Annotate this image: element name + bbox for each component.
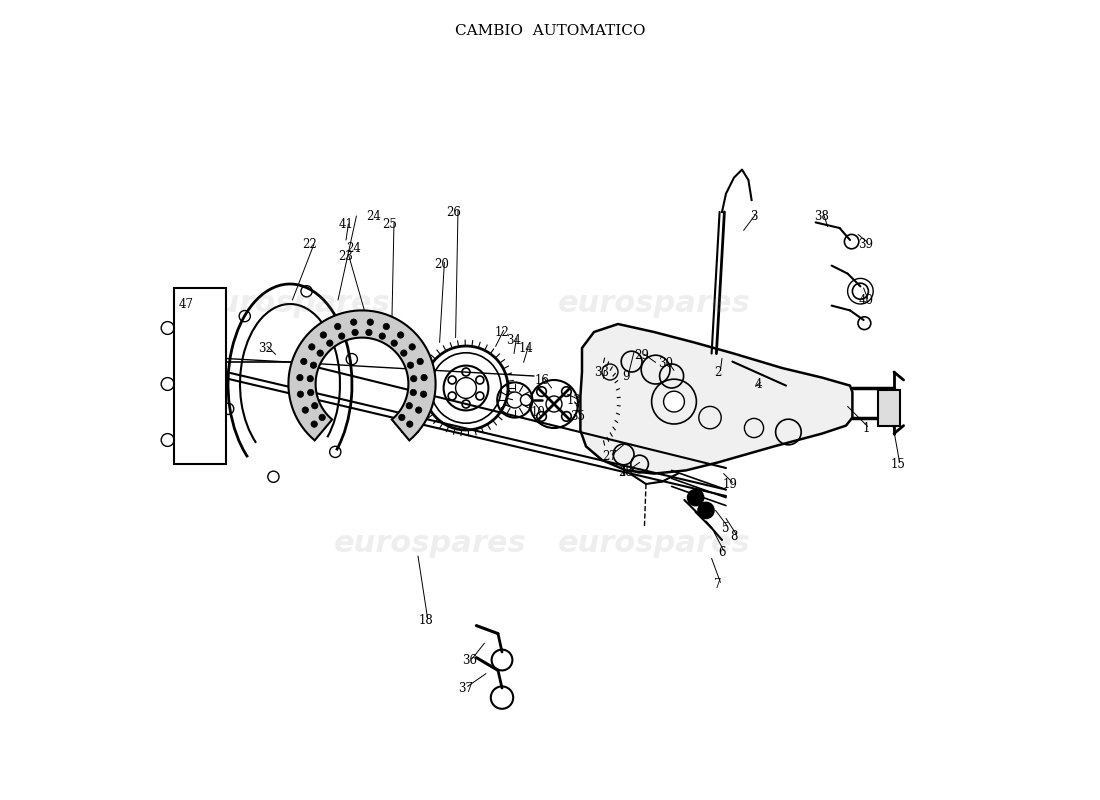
Circle shape — [307, 375, 314, 382]
Text: eurospares: eurospares — [198, 290, 390, 318]
Text: 28: 28 — [618, 466, 634, 478]
Circle shape — [406, 402, 412, 409]
Text: 19: 19 — [723, 478, 737, 490]
Text: 10: 10 — [530, 406, 546, 418]
Circle shape — [300, 358, 307, 365]
Text: 27: 27 — [603, 450, 617, 462]
Circle shape — [309, 344, 315, 350]
Circle shape — [688, 490, 704, 506]
Circle shape — [319, 414, 326, 421]
Text: 4: 4 — [755, 378, 761, 390]
Text: eurospares: eurospares — [333, 530, 527, 558]
Text: 30: 30 — [659, 358, 673, 370]
Text: 38: 38 — [815, 210, 829, 222]
Circle shape — [397, 332, 404, 338]
Circle shape — [420, 391, 427, 398]
Circle shape — [317, 350, 323, 356]
Text: 36: 36 — [462, 654, 477, 666]
Text: 37: 37 — [459, 682, 473, 694]
Circle shape — [520, 394, 531, 406]
Circle shape — [311, 421, 318, 427]
Text: CAMBIO  AUTOMATICO: CAMBIO AUTOMATICO — [454, 24, 646, 38]
Text: 20: 20 — [434, 258, 450, 270]
Circle shape — [417, 358, 424, 365]
Circle shape — [297, 374, 304, 381]
Text: 1: 1 — [862, 422, 870, 434]
Circle shape — [407, 362, 414, 369]
Text: 32: 32 — [258, 342, 274, 354]
Circle shape — [297, 391, 304, 398]
Text: 9: 9 — [623, 370, 629, 382]
Circle shape — [365, 330, 372, 336]
Circle shape — [409, 344, 416, 350]
Circle shape — [311, 402, 318, 409]
Text: 22: 22 — [302, 238, 318, 250]
Text: 29: 29 — [635, 350, 649, 362]
Circle shape — [410, 375, 417, 382]
Circle shape — [410, 390, 417, 396]
Text: 24: 24 — [346, 242, 362, 254]
Text: 15: 15 — [891, 458, 905, 470]
Text: 33: 33 — [594, 366, 609, 378]
Text: 18: 18 — [419, 614, 433, 626]
Text: 8: 8 — [730, 530, 738, 542]
Circle shape — [320, 332, 327, 338]
Text: 3: 3 — [750, 210, 758, 222]
Text: 35: 35 — [571, 410, 585, 422]
Polygon shape — [288, 310, 436, 440]
Circle shape — [308, 390, 314, 396]
Circle shape — [327, 340, 333, 346]
Text: 25: 25 — [383, 218, 397, 230]
Circle shape — [367, 319, 374, 326]
Text: 34: 34 — [506, 334, 521, 346]
Circle shape — [302, 407, 308, 414]
Circle shape — [698, 502, 714, 518]
Circle shape — [455, 378, 476, 398]
Circle shape — [351, 319, 356, 326]
Circle shape — [334, 323, 341, 330]
Text: 5: 5 — [723, 522, 729, 534]
Circle shape — [379, 333, 385, 339]
Text: 23: 23 — [339, 250, 353, 262]
Circle shape — [663, 391, 684, 412]
Text: eurospares: eurospares — [558, 290, 750, 318]
Circle shape — [390, 340, 397, 346]
Text: 6: 6 — [718, 546, 726, 558]
Text: 13: 13 — [566, 394, 582, 406]
Circle shape — [400, 350, 407, 356]
Text: 24: 24 — [366, 210, 382, 222]
Text: 47: 47 — [178, 298, 194, 310]
Text: 16: 16 — [535, 374, 549, 386]
Circle shape — [407, 421, 412, 427]
Circle shape — [352, 330, 359, 336]
Text: 12: 12 — [495, 326, 509, 338]
Circle shape — [310, 362, 317, 369]
Text: 7: 7 — [714, 578, 722, 590]
Circle shape — [421, 374, 427, 381]
Text: 40: 40 — [858, 294, 873, 306]
Circle shape — [339, 333, 345, 339]
Circle shape — [383, 323, 389, 330]
Circle shape — [398, 414, 405, 421]
Bar — [878, 390, 901, 426]
Text: 2: 2 — [714, 366, 722, 378]
Text: 26: 26 — [447, 206, 461, 218]
Polygon shape — [581, 324, 852, 474]
Circle shape — [416, 407, 422, 414]
Text: 14: 14 — [518, 342, 534, 354]
Text: eurospares: eurospares — [558, 530, 750, 558]
Text: 41: 41 — [339, 218, 353, 230]
Text: 39: 39 — [858, 238, 873, 250]
Bar — [174, 288, 226, 464]
